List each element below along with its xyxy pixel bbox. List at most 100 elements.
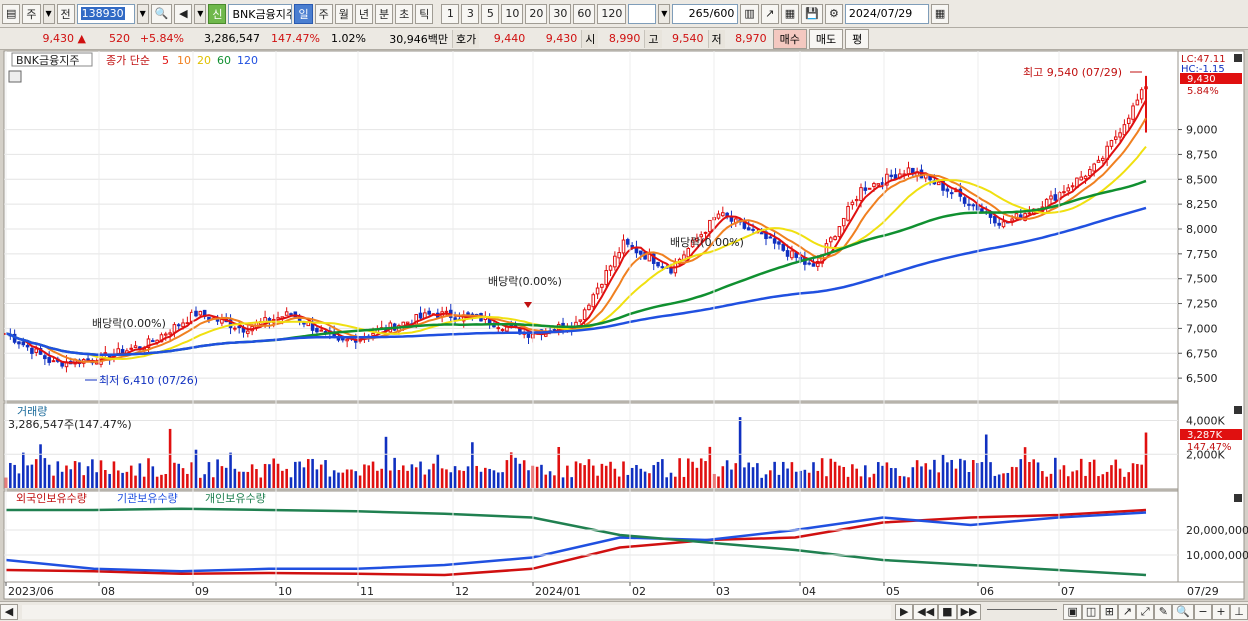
price-panel[interactable] [3, 50, 1179, 402]
volume-bar [129, 465, 133, 488]
volume-bar [864, 465, 867, 488]
grid-icon[interactable]: ▦ [780, 3, 800, 24]
panel-table-icon[interactable] [8, 70, 22, 83]
holdings-panel-close-icon[interactable] [1234, 494, 1242, 502]
custom-minute-dropdown[interactable]: ▼ [658, 3, 671, 24]
zoom-slider[interactable] [987, 608, 1058, 615]
minute-20[interactable]: 20 [525, 3, 548, 24]
search-icon[interactable]: 🔍 [150, 3, 173, 24]
scroll-track[interactable] [22, 604, 892, 619]
window-icon[interactable]: ◫ [1081, 603, 1101, 620]
chart-area[interactable]: 9,000 8,750 8,500 8,250 8,000 7,750 7,500 7,250… [0, 50, 1248, 601]
minute-120[interactable]: 120 [597, 3, 627, 24]
drawing-tool-icon[interactable]: ↗ [760, 3, 779, 24]
candle-body [1139, 89, 1144, 100]
custom-minute-input[interactable] [628, 3, 657, 24]
type-selector[interactable]: 주 [22, 3, 41, 24]
period-week[interactable]: 주 [314, 3, 333, 24]
minute-60[interactable]: 60 [573, 3, 596, 24]
minute-30[interactable]: 30 [549, 3, 572, 24]
dividend-label-1: 배당락(0.00%) [92, 317, 166, 330]
candle-body [496, 327, 501, 330]
sell-button[interactable]: 매도 [808, 28, 844, 49]
zoom-in-icon[interactable]: + [1212, 603, 1230, 620]
scroll-left-button[interactable]: ◀ [0, 603, 18, 620]
volume-bar [876, 462, 880, 488]
zoom-out-icon[interactable]: − [1194, 603, 1212, 620]
draw-tool-icon[interactable]: ✎ [1154, 603, 1173, 620]
volume-bar [825, 476, 828, 488]
minute-1[interactable]: 1 [441, 3, 460, 24]
volume-bar [557, 447, 561, 488]
period-second[interactable]: 초 [395, 3, 414, 24]
ruler-icon[interactable]: ⊞ [1100, 603, 1119, 620]
period-minute[interactable]: 분 [374, 3, 394, 24]
volume-bar [566, 465, 569, 488]
period-tick[interactable]: 틱 [415, 3, 434, 24]
calendar-icon[interactable]: ▦ [930, 3, 950, 24]
candle-body [971, 204, 976, 207]
minute-5[interactable]: 5 [481, 3, 500, 24]
gear-icon[interactable]: ⚙ [824, 3, 843, 24]
volume-bar [920, 466, 923, 488]
holdings-panel[interactable] [3, 490, 1179, 583]
buy-button[interactable]: 매수 [772, 28, 807, 49]
zoom-icon[interactable]: 🔍 [1172, 603, 1194, 620]
code-dropdown[interactable]: ▼ [136, 3, 149, 24]
candle-body [237, 326, 241, 329]
volume-bar [971, 460, 975, 488]
bottom-scroll-bar: ◀ ▶ ◀◀ ■ ▶▶ ▣ ◫ ⊞ ↗ ⤢ ✎ 🔍 − + ⊥ [0, 601, 1248, 621]
volume-bar [337, 472, 340, 488]
period-year[interactable]: 년 [354, 3, 373, 24]
volume-bar [177, 463, 181, 488]
volume-bar [989, 462, 992, 488]
volume-panel[interactable] [3, 402, 1179, 490]
x-tick-label: 11 [360, 585, 374, 598]
eval-button[interactable]: 평 [845, 28, 870, 49]
volume-bar [505, 460, 509, 488]
price-panel-close-icon[interactable] [1234, 54, 1242, 62]
volume-bar [419, 461, 422, 488]
fast-forward-button[interactable]: ▶▶ [956, 603, 982, 620]
volume-ratio: 147.47% [271, 32, 320, 45]
layout-icon[interactable]: ▣ [1063, 603, 1082, 620]
date-input[interactable]: 2024/07/29 [844, 3, 929, 24]
volume-bar [1144, 432, 1148, 488]
scroll-right-button[interactable]: ▶ [895, 603, 914, 620]
price-panel-title: BNK금융지주 [16, 54, 79, 67]
code-input[interactable]: 138930 [76, 3, 135, 24]
candle-body [686, 248, 691, 258]
speaker-dropdown[interactable]: ▼ [194, 3, 207, 24]
trend-tool-icon[interactable]: ⤢ [1136, 603, 1155, 620]
volume-bar [401, 465, 405, 488]
minute-3[interactable]: 3 [461, 3, 480, 24]
candle-body [716, 213, 721, 219]
volume-bar [65, 465, 68, 488]
save-icon[interactable]: 💾 [801, 3, 823, 24]
volume-bar [661, 459, 664, 488]
period-day[interactable]: 일 [294, 3, 313, 24]
speaker-icon[interactable]: ◀ [174, 3, 193, 24]
volume-bar [445, 469, 448, 488]
volume-bar [630, 467, 634, 488]
volume-bar [220, 466, 224, 488]
prev-button[interactable]: 전 [56, 3, 75, 24]
volume-bar [1131, 463, 1135, 488]
count-input[interactable]: 265/600 [672, 3, 739, 24]
volume-bar [9, 462, 12, 488]
period-month[interactable]: 월 [334, 3, 353, 24]
candle-body [1131, 105, 1135, 120]
volume-bar [47, 464, 51, 488]
collapse-icon[interactable]: ⊥ [1230, 603, 1248, 620]
window-menu-icon[interactable]: ▤ [2, 3, 21, 24]
fast-back-button[interactable]: ◀◀ [913, 603, 939, 620]
minute-10[interactable]: 10 [501, 3, 524, 24]
line-tool-icon[interactable]: ↗ [1118, 603, 1137, 620]
candle-body [1066, 187, 1071, 192]
candle-type-icon[interactable]: ▥ [740, 3, 759, 24]
stop-button[interactable]: ■ [938, 603, 957, 620]
candle-body [582, 309, 587, 321]
volume-panel-close-icon[interactable] [1234, 406, 1242, 414]
type-dropdown[interactable]: ▼ [42, 3, 55, 24]
candle-body [695, 238, 699, 241]
